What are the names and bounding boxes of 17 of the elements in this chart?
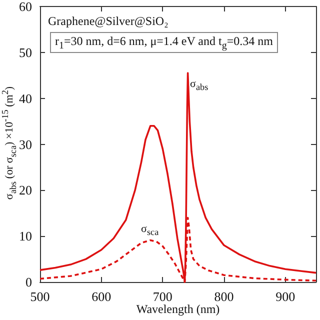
y-tick-label: 20 (19, 182, 32, 198)
x-tick-label: 500 (30, 289, 50, 304)
y-tick-label: 50 (19, 44, 32, 60)
text: Graphene@Silver@SiO₂ (48, 14, 168, 29)
x-tick-label: 600 (92, 289, 112, 304)
y-tick-label: 0 (26, 274, 32, 290)
annotation: σ$_{sca}$ (141, 223, 159, 238)
y-tick-label: 40 (19, 90, 32, 106)
y-tick-label: 30 (19, 136, 32, 152)
x-tick-label: 800 (214, 289, 234, 304)
y-tick-label: 60 (19, 0, 32, 14)
x-tick-label: 700 (152, 289, 172, 304)
text: r$_{1}$=30 nm, d=6 nm, μ=1.4 eV and t$_{g}$=0.34 nm (50, 32, 278, 54)
y-tick-label: 10 (19, 228, 32, 244)
x-tick-label: 900 (276, 289, 296, 304)
annotation: σ$_{abs}$ (190, 78, 208, 92)
x-axis-title: Wavelength (nm) (136, 302, 220, 316)
